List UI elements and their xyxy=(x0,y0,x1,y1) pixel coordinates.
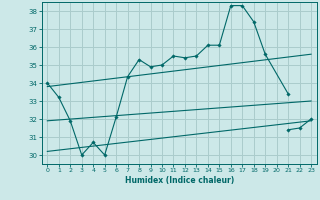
X-axis label: Humidex (Indice chaleur): Humidex (Indice chaleur) xyxy=(124,176,234,185)
